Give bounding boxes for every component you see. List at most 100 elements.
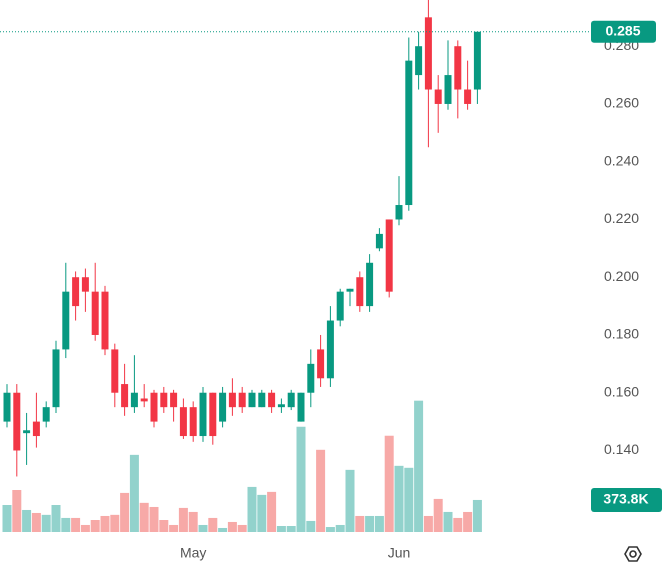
volume-bar [100, 515, 110, 532]
candle-body [140, 398, 148, 402]
candle-body [375, 233, 383, 249]
candle-body [277, 404, 285, 408]
candle-body [189, 407, 197, 437]
volume-bar [188, 511, 198, 532]
volume-bar [90, 520, 100, 532]
candle-body [72, 277, 80, 307]
candle-body [91, 291, 99, 335]
y-tick-label: 0.160 [604, 383, 639, 399]
volume-bar [296, 426, 306, 532]
volume-bar [453, 517, 463, 532]
volume-bar [433, 498, 443, 532]
volume-bar [61, 517, 71, 532]
volume-bar [80, 524, 90, 532]
candle-body [415, 46, 423, 76]
candle-body [405, 60, 413, 206]
volume-bar [355, 515, 365, 532]
volume-bar [41, 514, 51, 532]
volume-bar [423, 515, 433, 532]
volume-bar [443, 511, 453, 532]
candle-body [228, 392, 236, 408]
volume-bar [374, 515, 384, 532]
volume-bar [394, 465, 404, 532]
candle-body [346, 288, 354, 292]
candle-body [121, 384, 129, 408]
volume-bar [22, 509, 32, 532]
candle-body [52, 349, 60, 408]
volume-bar [257, 494, 267, 532]
candle-body [130, 392, 138, 408]
volume-bar [384, 435, 394, 532]
candle-body [268, 392, 276, 408]
volume-bar [335, 524, 345, 532]
candle-body [23, 430, 31, 434]
volume-bar [472, 499, 482, 532]
volume-bar [139, 502, 149, 532]
candle-body [464, 89, 472, 104]
candle-body [150, 392, 158, 422]
candle-body [366, 262, 374, 307]
volume-bar [247, 486, 257, 532]
candle-body [248, 392, 256, 408]
candle-body [326, 320, 334, 379]
x-tick-label: Jun [388, 545, 411, 561]
volume-bar [51, 505, 61, 532]
candle-body [32, 421, 40, 437]
candle-body [199, 392, 207, 437]
volume-bar [110, 514, 120, 532]
volume-tag [591, 487, 662, 512]
volume-bar [316, 449, 326, 532]
y-tick-label: 0.180 [604, 326, 639, 342]
candle-body [3, 392, 11, 422]
candle-body [209, 392, 217, 437]
candle-body [42, 407, 50, 422]
y-tick-label: 0.200 [604, 268, 639, 284]
volume-bar [218, 527, 228, 532]
candle-body [101, 291, 109, 350]
candle-body [297, 392, 305, 422]
settings-hexagon [624, 546, 642, 562]
volume-bar [267, 491, 277, 532]
candle-body [170, 392, 178, 408]
volume-bar [276, 526, 286, 532]
volume-bar [149, 506, 159, 532]
volume-bar [71, 517, 81, 532]
candle-body [356, 277, 364, 307]
volume-tag-label: 373.8K [603, 491, 648, 507]
candle-body [258, 392, 266, 408]
overlay: 0.285 373.8K [0, 20, 662, 512]
plot: 0.1200.1400.1600.1800.2000.2200.2400.260… [2, 0, 639, 561]
volume-bar [129, 454, 139, 532]
volume-bar [31, 512, 41, 532]
volume-bar [169, 524, 179, 532]
volume-bar [414, 400, 424, 532]
candle-body [424, 17, 432, 90]
candle-body [336, 291, 344, 321]
volume-bar [208, 517, 218, 532]
y-tick-label: 0.220 [604, 210, 639, 226]
candle-body [62, 291, 70, 350]
last-price-label: 0.285 [605, 22, 640, 38]
volume-bar [178, 507, 188, 532]
candle-body [287, 392, 295, 408]
candle-body [219, 392, 227, 422]
settings-dot [629, 550, 637, 558]
volume-bar [159, 520, 169, 532]
volume-bar [404, 467, 414, 532]
volume-bar [325, 527, 335, 532]
volume-bar [345, 469, 355, 532]
candle-body [444, 75, 452, 104]
candle-body [473, 31, 481, 90]
candle-body [111, 349, 119, 393]
candle-body [454, 46, 462, 90]
volume-bar [365, 515, 375, 532]
candle-body [317, 349, 325, 379]
y-tick-label: 0.140 [604, 441, 639, 457]
candle-body [395, 205, 403, 220]
candle-body [81, 277, 89, 292]
candle-body [385, 219, 393, 292]
volume-bar [198, 524, 208, 532]
last-price-tag [591, 20, 656, 43]
settings-icon[interactable] [624, 546, 642, 562]
